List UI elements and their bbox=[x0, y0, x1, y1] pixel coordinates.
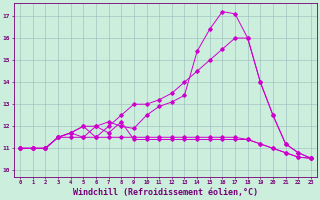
X-axis label: Windchill (Refroidissement éolien,°C): Windchill (Refroidissement éolien,°C) bbox=[73, 188, 258, 197]
